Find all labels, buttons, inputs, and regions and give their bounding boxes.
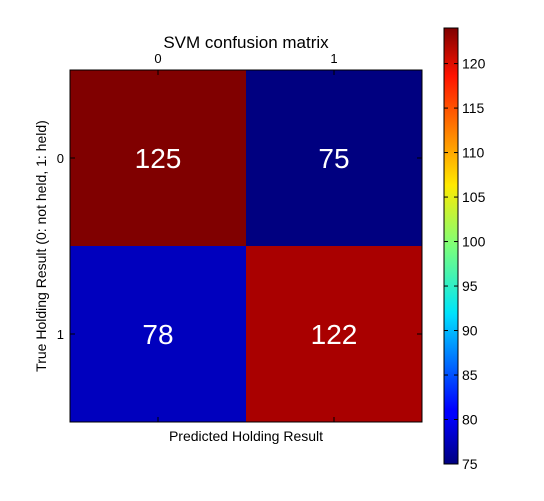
matrix-cell [246,70,422,246]
matrix-cell [70,70,246,246]
chart-title: SVM confusion matrix [163,33,329,52]
cell-value-label: 75 [318,143,349,174]
x-tick-label: 0 [154,51,161,66]
colorbar [443,27,459,465]
colorbar-tick-label: 100 [462,234,486,250]
colorbar-ticks: 75 80 85 90 95 100 105 110 115 120 [444,56,486,472]
matrix-cells: 125 75 78 122 [70,70,422,422]
colorbar-tick-label: 85 [462,367,478,383]
colorbar-tick-label: 95 [462,278,478,294]
y-tick-label: 0 [57,151,64,166]
y-axis-label: True Holding Result (0: not held, 1: hel… [33,120,49,372]
matrix-cell [246,246,422,422]
colorbar-tick-label: 105 [462,189,486,205]
matrix-cell [70,246,246,422]
y-tick-labels: 01 [57,151,422,342]
colorbar-tick-label: 120 [462,56,486,72]
colorbar-tick-label: 115 [462,100,485,116]
colorbar-tick-label: 75 [462,456,478,472]
x-tick-label: 1 [330,51,337,66]
y-tick-label: 1 [57,327,64,342]
cell-value-label: 122 [311,319,358,350]
colorbar-tick-label: 90 [462,323,478,339]
plot-frame [69,69,423,423]
cell-value-label: 125 [135,143,182,174]
colorbar-tick-label: 80 [462,412,478,428]
colorbar-tick-label: 110 [462,145,485,161]
cell-value-label: 78 [142,319,173,350]
x-axis-label: Predicted Holding Result [169,428,323,444]
